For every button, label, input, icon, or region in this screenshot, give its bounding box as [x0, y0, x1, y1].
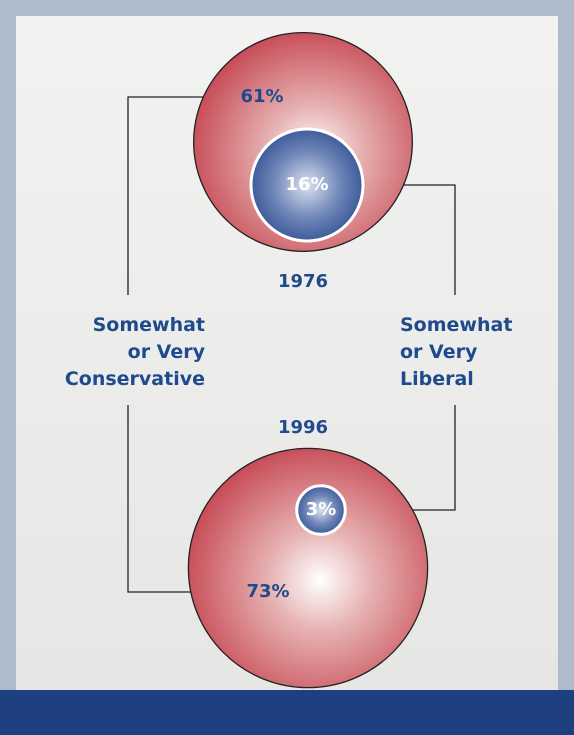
- legend-liberal: Somewhat or Very Liberal: [400, 314, 513, 390]
- value-label: 73%: [246, 581, 289, 602]
- legend-conservative: Somewhat or Very Conservative: [64, 314, 205, 390]
- value-label: 16%: [285, 174, 328, 195]
- bubble-conservative: [187, 447, 429, 689]
- value-label: 3%: [306, 499, 337, 520]
- year-label: 1996: [278, 417, 328, 438]
- footer-bar: [0, 690, 574, 735]
- value-label: 61%: [240, 86, 283, 107]
- year-label: 1976: [278, 271, 328, 292]
- bubble-liberal: [295, 484, 347, 536]
- bubble-liberal: [249, 127, 365, 243]
